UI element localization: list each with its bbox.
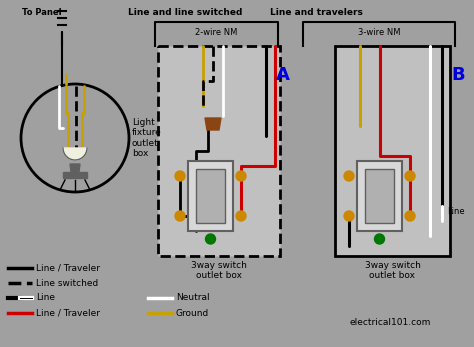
Text: 2-wire NM: 2-wire NM xyxy=(195,28,237,37)
Circle shape xyxy=(236,171,246,181)
Polygon shape xyxy=(63,148,87,160)
Text: Line and line switched: Line and line switched xyxy=(128,8,242,17)
Text: Neutral: Neutral xyxy=(176,294,210,303)
Text: Ground: Ground xyxy=(176,308,209,318)
Polygon shape xyxy=(205,118,221,130)
Circle shape xyxy=(344,171,354,181)
Text: 3way switch
outlet box: 3way switch outlet box xyxy=(191,261,247,280)
Bar xyxy=(365,169,394,223)
Text: To Panel: To Panel xyxy=(22,8,62,17)
Text: Line switched: Line switched xyxy=(36,279,98,288)
Text: Line: Line xyxy=(447,206,465,215)
Text: A: A xyxy=(276,66,290,84)
Polygon shape xyxy=(69,148,81,156)
Circle shape xyxy=(405,171,415,181)
Text: Line and travelers: Line and travelers xyxy=(270,8,363,17)
Text: B: B xyxy=(451,66,465,84)
Bar xyxy=(188,161,233,231)
Polygon shape xyxy=(70,164,80,172)
Circle shape xyxy=(236,211,246,221)
Circle shape xyxy=(206,234,216,244)
Text: Line / Traveler: Line / Traveler xyxy=(36,308,100,318)
Bar xyxy=(158,46,280,256)
Text: electrical101.com: electrical101.com xyxy=(349,318,431,327)
Bar xyxy=(357,161,402,231)
Circle shape xyxy=(374,234,384,244)
Polygon shape xyxy=(63,172,87,178)
Bar xyxy=(335,46,450,256)
Circle shape xyxy=(405,211,415,221)
Circle shape xyxy=(344,211,354,221)
Text: Light
fixture
outlet
box: Light fixture outlet box xyxy=(132,118,162,158)
Text: 3way switch
outlet box: 3way switch outlet box xyxy=(365,261,420,280)
Text: 3-wire NM: 3-wire NM xyxy=(358,28,400,37)
Text: Line: Line xyxy=(36,294,55,303)
Text: Line / Traveler: Line / Traveler xyxy=(36,263,100,272)
Circle shape xyxy=(175,211,185,221)
Circle shape xyxy=(175,171,185,181)
Bar xyxy=(196,169,225,223)
